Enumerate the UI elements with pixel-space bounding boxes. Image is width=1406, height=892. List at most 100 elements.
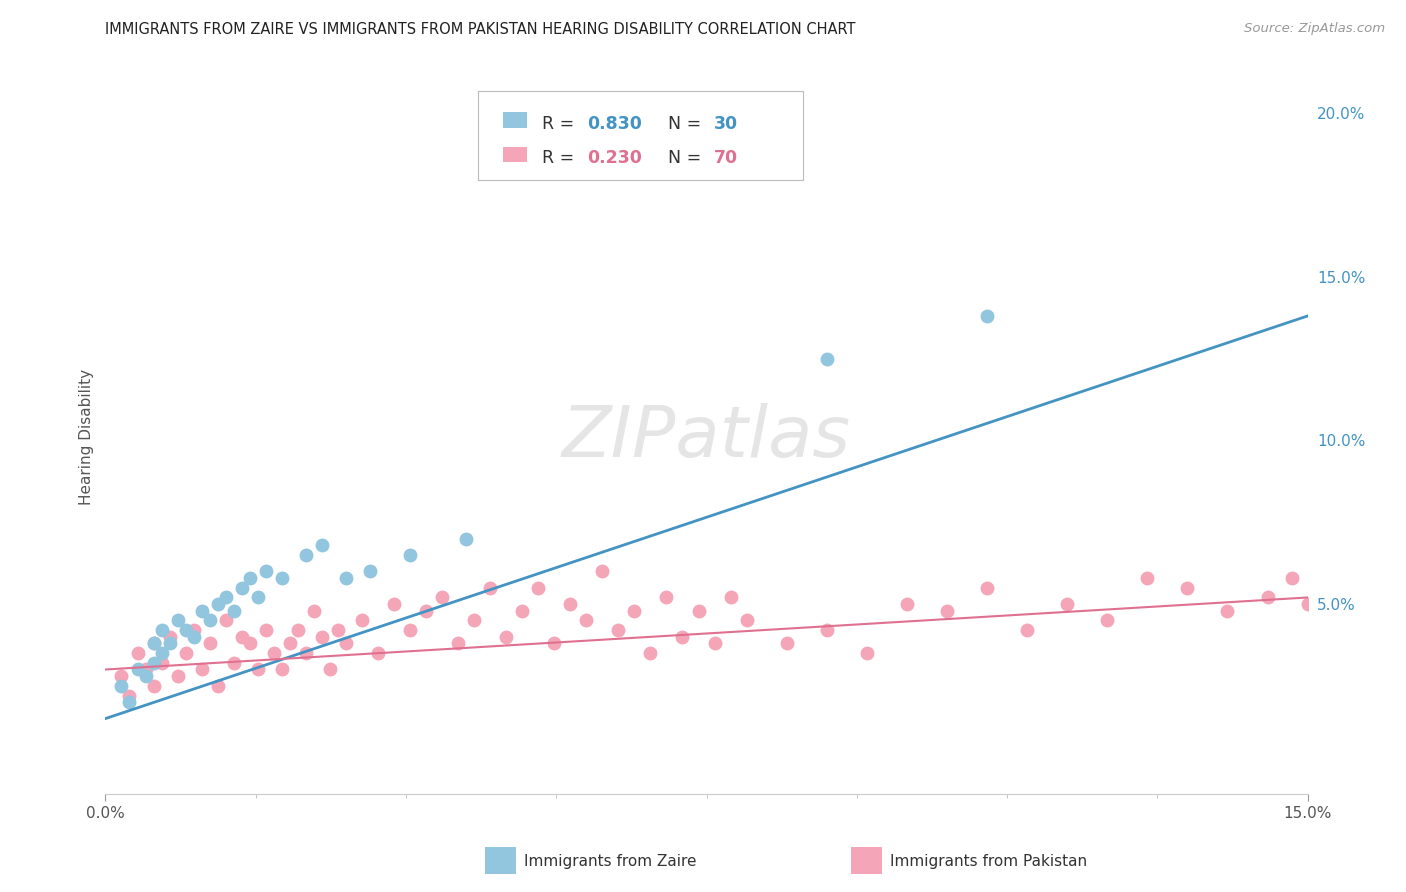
Point — [1281, 571, 1303, 585]
Point — [222, 603, 245, 617]
Point — [239, 636, 262, 650]
FancyBboxPatch shape — [503, 146, 527, 162]
Point — [454, 532, 477, 546]
Point — [399, 548, 422, 562]
Text: Source: ZipAtlas.com: Source: ZipAtlas.com — [1244, 22, 1385, 36]
Point — [222, 656, 245, 670]
Point — [135, 663, 157, 677]
Point — [527, 581, 550, 595]
Point — [295, 646, 318, 660]
Point — [231, 630, 253, 644]
Point — [142, 679, 165, 693]
Point — [350, 614, 373, 628]
Text: IMMIGRANTS FROM ZAIRE VS IMMIGRANTS FROM PAKISTAN HEARING DISABILITY CORRELATION: IMMIGRANTS FROM ZAIRE VS IMMIGRANTS FROM… — [105, 22, 856, 37]
Point — [399, 624, 422, 638]
Point — [150, 646, 173, 660]
Point — [1296, 597, 1319, 611]
Point — [430, 591, 453, 605]
Point — [510, 603, 533, 617]
Point — [159, 636, 181, 650]
Point — [302, 603, 325, 617]
FancyBboxPatch shape — [503, 112, 527, 128]
Point — [720, 591, 742, 605]
Point — [575, 614, 598, 628]
Point — [190, 663, 212, 677]
Point — [159, 630, 181, 644]
Point — [560, 597, 582, 611]
Point — [150, 624, 173, 638]
Point — [671, 630, 693, 644]
Point — [776, 636, 799, 650]
Point — [278, 636, 301, 650]
Point — [214, 614, 236, 628]
Point — [254, 624, 277, 638]
Point — [495, 630, 517, 644]
Point — [463, 614, 485, 628]
Point — [207, 597, 229, 611]
Point — [166, 669, 188, 683]
Point — [183, 624, 205, 638]
Point — [976, 309, 998, 323]
Point — [543, 636, 565, 650]
Text: 70: 70 — [714, 149, 738, 167]
Point — [198, 636, 221, 650]
Point — [1257, 591, 1279, 605]
Text: R =: R = — [541, 149, 579, 167]
Point — [270, 571, 292, 585]
Point — [607, 624, 630, 638]
Point — [142, 636, 165, 650]
Point — [1017, 624, 1039, 638]
Text: 0.230: 0.230 — [588, 149, 643, 167]
Point — [239, 571, 262, 585]
Point — [319, 663, 342, 677]
Point — [359, 564, 381, 578]
Point — [688, 603, 710, 617]
Point — [110, 679, 132, 693]
Point — [623, 603, 645, 617]
Text: 0.830: 0.830 — [588, 115, 643, 133]
Point — [118, 695, 141, 709]
Point — [135, 669, 157, 683]
Text: N =: N = — [668, 115, 707, 133]
Text: Immigrants from Pakistan: Immigrants from Pakistan — [890, 855, 1087, 869]
Point — [214, 591, 236, 605]
Point — [479, 581, 502, 595]
Point — [110, 669, 132, 683]
Point — [326, 624, 349, 638]
Point — [270, 663, 292, 677]
Point — [150, 656, 173, 670]
Point — [246, 591, 269, 605]
Point — [896, 597, 918, 611]
Point — [335, 571, 357, 585]
Point — [246, 663, 269, 677]
Point — [295, 548, 318, 562]
Point — [382, 597, 405, 611]
Point — [174, 624, 197, 638]
Point — [183, 630, 205, 644]
Point — [1216, 603, 1239, 617]
Point — [287, 624, 309, 638]
Point — [166, 614, 188, 628]
Point — [263, 646, 285, 660]
Point — [1136, 571, 1159, 585]
Point — [118, 689, 141, 703]
Point — [415, 603, 437, 617]
Text: ZIPatlas: ZIPatlas — [562, 402, 851, 472]
FancyBboxPatch shape — [478, 91, 803, 180]
Point — [311, 630, 333, 644]
Point — [335, 636, 357, 650]
Point — [703, 636, 725, 650]
Point — [1056, 597, 1078, 611]
Text: 30: 30 — [714, 115, 738, 133]
Point — [231, 581, 253, 595]
Y-axis label: Hearing Disability: Hearing Disability — [79, 369, 94, 505]
Point — [127, 646, 149, 660]
Point — [447, 636, 470, 650]
Point — [936, 603, 959, 617]
Point — [311, 538, 333, 552]
Point — [815, 624, 838, 638]
Point — [976, 581, 998, 595]
Point — [198, 614, 221, 628]
Point — [735, 614, 758, 628]
Point — [127, 663, 149, 677]
